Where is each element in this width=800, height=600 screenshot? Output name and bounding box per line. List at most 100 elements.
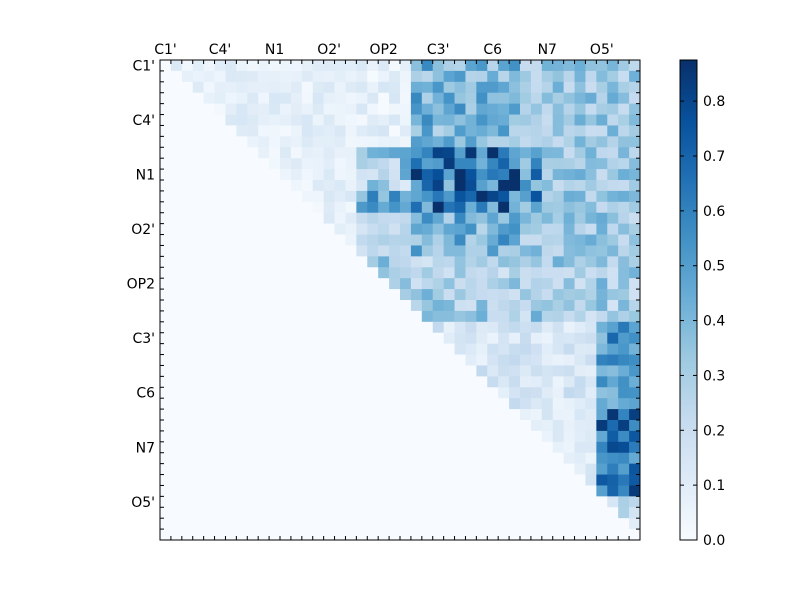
- heatmap-cell: [280, 70, 292, 83]
- heatmap-cell: [487, 387, 499, 399]
- heatmap-cell: [356, 158, 368, 170]
- heatmap-cell: [629, 245, 641, 257]
- heatmap-cell: [476, 441, 488, 454]
- heatmap-cell: [563, 147, 575, 159]
- heatmap-cell: [334, 332, 346, 344]
- heatmap-cell: [356, 190, 368, 203]
- heatmap-cell: [225, 376, 237, 388]
- heatmap-cell: [280, 365, 292, 377]
- heatmap-cell: [498, 70, 510, 83]
- heatmap-cell: [170, 496, 183, 508]
- heatmap-cell: [410, 463, 423, 475]
- heatmap-cell: [498, 518, 510, 530]
- heatmap-cell: [563, 420, 575, 432]
- heatmap-cell: [530, 256, 543, 268]
- heatmap-cell: [290, 169, 303, 181]
- heatmap-cell: [530, 365, 543, 377]
- heatmap-cell: [214, 223, 226, 235]
- heatmap-cell: [454, 223, 466, 235]
- heatmap-cell: [236, 387, 248, 399]
- heatmap-cell: [225, 212, 237, 224]
- heatmap-cell: [214, 496, 226, 508]
- heatmap-cell: [236, 278, 248, 290]
- heatmap-cell: [345, 387, 357, 399]
- heatmap-cell: [367, 321, 379, 334]
- heatmap-cell: [421, 212, 434, 224]
- heatmap-cell: [574, 158, 586, 170]
- heatmap-cell: [323, 256, 335, 268]
- heatmap-cell: [280, 376, 292, 388]
- heatmap-cell: [563, 136, 575, 148]
- heatmap-cell: [432, 343, 444, 355]
- heatmap-cell: [498, 114, 510, 126]
- heatmap-cell: [607, 223, 619, 235]
- heatmap-cell: [301, 496, 314, 508]
- heatmap-cell: [509, 343, 521, 355]
- heatmap-cell: [563, 321, 575, 334]
- heatmap-cell: [334, 147, 346, 159]
- heatmap-cell: [323, 190, 335, 203]
- heatmap-cell: [629, 463, 641, 475]
- heatmap-cell: [530, 430, 543, 443]
- heatmap-cell: [541, 169, 554, 181]
- heatmap-cell: [629, 92, 641, 104]
- heatmap-cell: [432, 441, 444, 454]
- heatmap-cell: [454, 278, 466, 290]
- heatmap-cell: [389, 441, 401, 454]
- heatmap-cell: [181, 103, 194, 115]
- heatmap-cell: [192, 420, 204, 432]
- heatmap-cell: [410, 518, 423, 530]
- heatmap-cell: [552, 420, 564, 432]
- heatmap-cell: [552, 310, 564, 323]
- heatmap-cell: [443, 529, 455, 541]
- heatmap-cell: [334, 190, 346, 203]
- colorbar: [679, 59, 698, 541]
- heatmap-cell: [269, 223, 281, 235]
- heatmap-cell: [225, 289, 237, 301]
- heatmap-cell: [389, 507, 401, 519]
- heatmap-cell: [236, 92, 248, 104]
- heatmap-cell: [181, 289, 194, 301]
- heatmap-cell: [345, 92, 357, 104]
- heatmap-cell: [356, 430, 368, 443]
- heatmap-cell: [367, 518, 379, 530]
- heatmap-cell: [476, 147, 488, 159]
- heatmap-cell: [454, 147, 466, 159]
- heatmap-cell: [465, 81, 477, 94]
- heatmap-cell: [498, 452, 510, 464]
- heatmap-cell: [160, 136, 172, 148]
- heatmap-cell: [214, 125, 226, 137]
- heatmap-cell: [410, 190, 423, 203]
- heatmap-cell: [509, 234, 521, 246]
- heatmap-cell: [312, 289, 324, 301]
- heatmap-cell: [552, 496, 564, 508]
- heatmap-cell: [541, 474, 554, 486]
- heatmap-cell: [421, 496, 434, 508]
- heatmap-cell: [181, 114, 194, 126]
- heatmap-cell: [465, 430, 477, 443]
- heatmap-cell: [290, 321, 303, 334]
- heatmap-cell: [400, 310, 412, 323]
- heatmap-cell: [214, 529, 226, 541]
- heatmap-cell: [170, 136, 183, 148]
- heatmap-cell: [530, 529, 543, 541]
- heatmap-cell: [345, 245, 357, 257]
- heatmap-cell: [258, 81, 270, 94]
- heatmap-cell: [585, 430, 597, 443]
- heatmap-cell: [160, 507, 172, 519]
- heatmap-cell: [312, 387, 324, 399]
- heatmap-cell: [345, 430, 357, 443]
- heatmap-cell: [432, 365, 444, 377]
- heatmap-cell: [432, 321, 444, 334]
- heatmap-cell: [160, 81, 172, 94]
- heatmap-cell: [487, 365, 499, 377]
- heatmap-cell: [356, 245, 368, 257]
- heatmap-cell: [236, 354, 248, 366]
- heatmap-cell: [454, 387, 466, 399]
- heatmap-cell: [247, 332, 259, 344]
- heatmap-cell: [280, 321, 292, 334]
- heatmap-cell: [301, 430, 314, 443]
- heatmap-cell: [498, 463, 510, 475]
- heatmap-cell: [618, 300, 630, 312]
- heatmap-cell: [323, 125, 335, 137]
